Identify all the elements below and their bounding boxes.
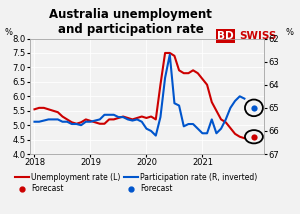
Title: Australia unemployment
and participation rate: Australia unemployment and participation… [49,8,212,36]
Text: BD: BD [217,31,234,41]
Text: %: % [5,28,13,37]
Text: SWISS: SWISS [239,31,277,41]
Text: %: % [286,28,294,37]
Legend: Unemployment rate (L), Forecast, Participation rate (R, inverted), Forecast: Unemployment rate (L), Forecast, Partici… [15,173,258,193]
